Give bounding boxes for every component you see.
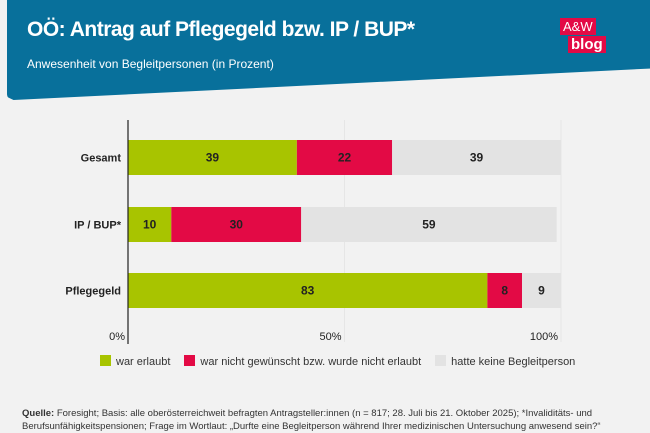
x-tick-label: 100% [530,331,558,343]
data-label: 83 [301,284,315,298]
category-label: IP / BUP* [74,220,122,232]
data-label: 8 [501,284,508,298]
category-label: Gesamt [81,153,122,165]
data-label: 39 [470,151,484,165]
legend-swatch [435,355,447,366]
bar-segment [171,207,302,242]
data-label: 10 [143,218,157,232]
bar-segment [487,273,523,308]
logo-line2: blog [568,36,606,53]
legend: war erlaubt war nicht gewünscht bzw. wurd… [100,355,575,368]
bar-segment [522,273,561,308]
page-subtitle: Anwesenheit von Begleitpersonen (in Proz… [27,57,274,71]
bar-segment [128,273,488,308]
source-text: Foresight; Basis: alle oberösterreichwei… [22,408,601,432]
page-title: OÖ: Antrag auf Pflegegeld bzw. IP / BUP* [27,18,415,41]
data-label: 59 [422,218,436,232]
bar-segment [128,207,172,242]
data-label: 39 [206,151,220,165]
bar-segment [128,140,297,175]
bar-segment [301,207,557,242]
bar-segment [392,140,561,175]
legend-item: hatte keine Begleitperson [435,355,575,368]
x-tick-label: 50% [319,331,341,343]
legend-swatch [184,355,196,366]
legend-label: war erlaubt [116,356,171,368]
legend-swatch [100,355,111,366]
legend-label: hatte keine Begleitperson [451,356,576,368]
bar-segment [296,140,393,175]
legend-label: war nicht gewünscht bzw. wurde nicht erl… [200,356,422,368]
source-note: Quelle: Foresight; Basis: alle oberöster… [22,407,642,433]
stacked-bar-chart: 0% 50% 100% Gesamt 39 22 39 IP / BUP* 10 30 59 Pfle… [65,120,562,344]
data-label: 9 [538,284,545,298]
source-label: Quelle: [22,408,55,419]
data-label: 30 [230,218,244,232]
data-label: 22 [338,151,352,165]
x-tick-label: 0% [109,331,125,343]
aw-blog-logo[interactable]: A&W blog [560,18,606,54]
logo-line1: A&W [560,18,596,35]
category-label: Pflegegeld [65,286,121,298]
legend-item: war erlaubt [100,355,170,368]
legend-item: war nicht gewünscht bzw. wurde nicht erl… [184,355,421,368]
